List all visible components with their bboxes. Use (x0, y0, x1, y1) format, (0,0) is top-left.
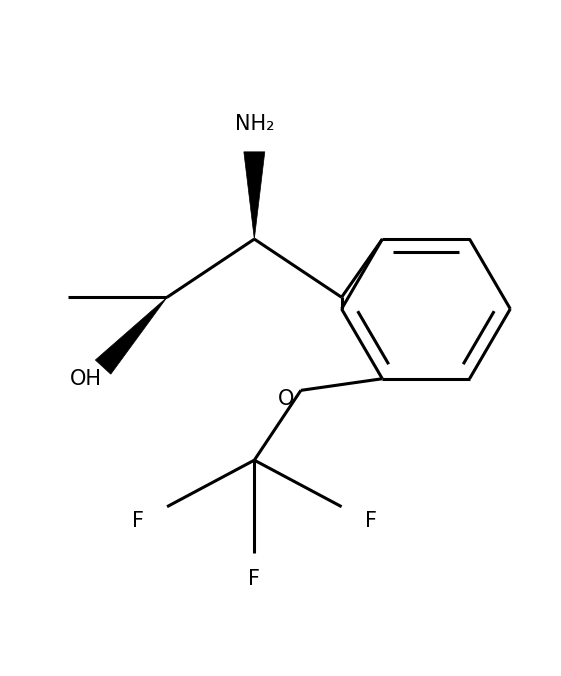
Text: F: F (249, 569, 260, 589)
Text: O: O (278, 389, 295, 409)
Text: F: F (132, 511, 144, 531)
Text: OH: OH (70, 368, 102, 389)
Text: F: F (365, 511, 376, 531)
Polygon shape (244, 152, 265, 239)
Polygon shape (95, 297, 167, 374)
Text: NH₂: NH₂ (234, 114, 274, 135)
